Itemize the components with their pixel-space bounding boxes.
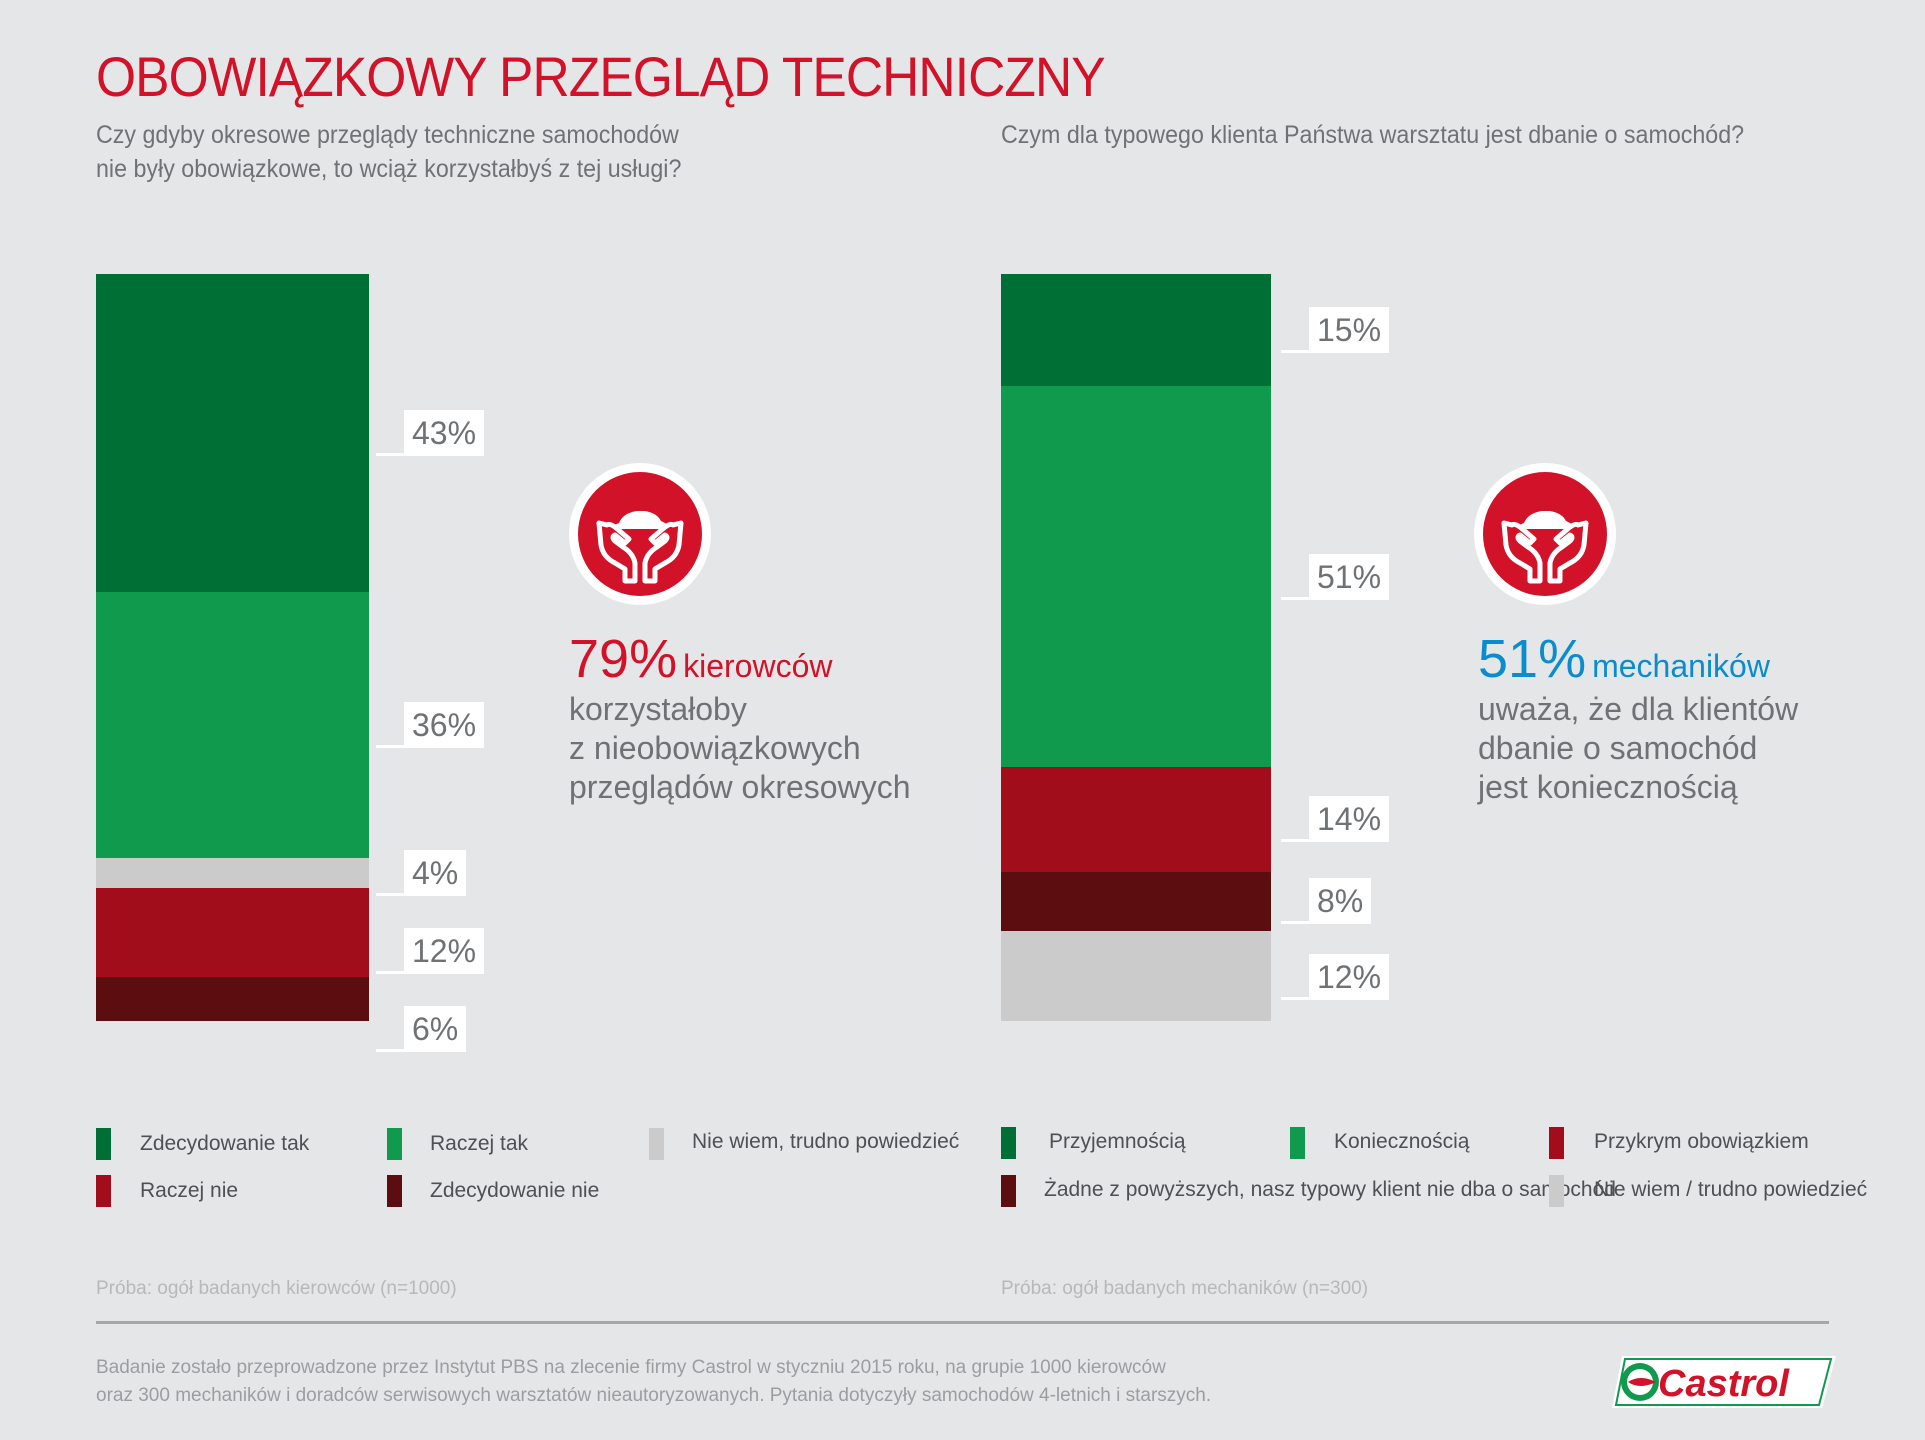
left-key-stat: 79% kierowców <box>569 628 832 690</box>
legend-swatch <box>1549 1127 1564 1159</box>
left-stat-line: z nieobowiązkowych <box>569 730 861 766</box>
legend-swatch <box>96 1175 111 1207</box>
left-stat-line: korzystałoby <box>569 691 747 727</box>
legend-label: Koniecznością <box>1334 1130 1470 1153</box>
data-label: 14% <box>1309 796 1390 843</box>
right-stat-line: jest koniecznością <box>1478 769 1738 805</box>
left-question-line1: Czy gdyby okresowe przeglądy techniczne … <box>96 121 679 149</box>
right-question: Czym dla typowego klienta Państwa warszt… <box>1001 118 1744 152</box>
legend-label: Raczej tak <box>430 1132 529 1155</box>
left-stat-line: przeglądów okresowych <box>569 769 911 805</box>
data-label: 12% <box>1309 954 1390 1001</box>
label-leader-line <box>376 1049 406 1053</box>
bar-segment <box>1001 767 1271 872</box>
footer-note: Badanie zostało przeprowadzone przez Ins… <box>96 1354 1211 1410</box>
right-stat-text: uważa, że dla klientów dbanie o samochód… <box>1478 690 1798 807</box>
bar-segment <box>96 976 369 1021</box>
bar-segment <box>96 274 369 593</box>
legend-label: Raczej nie <box>140 1179 239 1202</box>
legend-swatch <box>649 1128 664 1160</box>
legend-swatch <box>387 1128 402 1160</box>
legend-swatch <box>96 1128 111 1160</box>
legend-label: Przykrym obowiązkiem <box>1594 1130 1809 1153</box>
hands-holding-car-icon <box>1474 463 1616 605</box>
right-key-stat: 51% mechaników <box>1478 628 1770 690</box>
legend-label: Nie wiem, trudno powiedzieć <box>692 1130 960 1153</box>
bar-segment <box>1001 386 1271 768</box>
bar-segment <box>1001 871 1271 932</box>
bar-segment <box>96 592 369 859</box>
legend-label: Zdecydowanie tak <box>140 1132 310 1155</box>
left-question-line2: nie były obowiązkowe, to wciąż korzystał… <box>96 155 682 183</box>
right-stat-word: mechaników <box>1592 648 1770 684</box>
legend-label: Żadne z powyższych, nasz typowy klient n… <box>1044 1178 1616 1201</box>
data-label: 51% <box>1309 553 1390 600</box>
label-leader-line <box>1281 350 1311 354</box>
data-label: 43% <box>404 410 485 456</box>
right-stat-number: 51% <box>1478 629 1587 689</box>
footer-line: oraz 300 mechaników i doradców serwisowy… <box>96 1385 1212 1406</box>
legend-swatch <box>1001 1175 1016 1207</box>
label-leader-line <box>1281 596 1311 600</box>
legend-label: Nie wiem / trudno powiedzieć <box>1594 1178 1868 1201</box>
left-question: Czy gdyby okresowe przeglądy techniczne … <box>96 118 681 186</box>
page-title: OBOWIĄZKOWY PRZEGLĄD TECHNICZNY <box>96 45 1106 108</box>
data-label: 12% <box>404 928 485 975</box>
label-leader-line <box>376 971 406 975</box>
bar-segment <box>96 887 369 977</box>
right-sample-note: Próba: ogół badanych mechaników (n=300) <box>1001 1278 1369 1299</box>
left-stat-word: kierowców <box>683 648 833 684</box>
legend-label: Przyjemnością <box>1049 1130 1186 1153</box>
legend-swatch <box>1549 1175 1564 1207</box>
divider <box>96 1321 1829 1324</box>
legend-swatch <box>1290 1127 1305 1159</box>
data-label: 4% <box>404 850 467 897</box>
hands-holding-car-icon <box>569 463 711 605</box>
data-label: 8% <box>1309 878 1372 925</box>
label-leader-line <box>376 893 406 897</box>
right-stat-line: uważa, że dla klientów <box>1478 691 1799 727</box>
right-stat-line: dbanie o samochód <box>1478 730 1758 766</box>
label-leader-line <box>376 453 406 456</box>
bar-segment <box>1001 931 1271 1021</box>
footer-line: Badanie zostało przeprowadzone przez Ins… <box>96 1357 1166 1378</box>
label-leader-line <box>376 745 406 749</box>
data-label: 36% <box>404 702 485 749</box>
data-label: 6% <box>404 1006 467 1053</box>
castrol-logo[interactable]: Castrol <box>1612 1352 1836 1412</box>
legend-swatch <box>1001 1127 1016 1159</box>
logo-text: Castrol <box>1658 1363 1790 1405</box>
label-leader-line <box>1281 839 1311 843</box>
label-leader-line <box>1281 997 1311 1001</box>
data-label: 15% <box>1309 307 1390 354</box>
right-question-line1: Czym dla typowego klienta Państwa warszt… <box>1001 121 1745 149</box>
left-sample-note: Próba: ogół badanych kierowców (n=1000) <box>96 1278 457 1299</box>
left-stat-number: 79% <box>569 629 678 689</box>
left-stat-text: korzystałoby z nieobowiązkowych przegląd… <box>569 690 911 807</box>
bar-segment <box>1001 274 1271 387</box>
legend-swatch <box>387 1175 402 1207</box>
legend-label: Zdecydowanie nie <box>430 1179 600 1202</box>
bar-segment <box>96 858 369 888</box>
label-leader-line <box>1281 921 1311 925</box>
